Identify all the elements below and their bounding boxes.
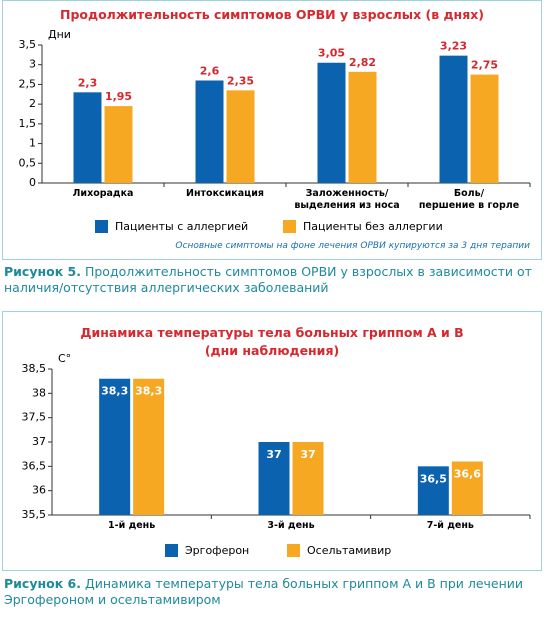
x-tick-label: 7-й день <box>426 520 474 531</box>
bar <box>73 92 102 183</box>
x-tick-label: Боль/ першение в горле <box>418 188 520 211</box>
y-tick-label: 0 <box>29 176 36 189</box>
caption-label: Рисунок 5. <box>4 264 81 279</box>
y-tick-label: 37 <box>32 435 46 448</box>
data-label: 2,75 <box>471 59 498 72</box>
bar <box>451 461 483 515</box>
caption-text: Динамика температуры тела больных гриппо… <box>4 576 524 607</box>
x-tick-label: Заложенность/ выделения из носа <box>294 188 400 211</box>
y-tick-label: 1,5 <box>19 117 37 130</box>
data-label: 38,3 <box>101 385 128 398</box>
y-tick-label: 0,5 <box>19 156 37 169</box>
data-label: 2,35 <box>227 74 254 87</box>
y-tick-label: 38,5 <box>22 362 47 375</box>
data-label: 37 <box>266 448 281 461</box>
y-tick-label: 37,5 <box>22 411 47 424</box>
bar <box>348 71 377 183</box>
data-label: 3,23 <box>440 40 467 53</box>
bar <box>104 106 133 183</box>
legend-swatch <box>287 544 300 557</box>
figure-caption: Рисунок 5. Продолжительность симптомов О… <box>4 264 540 296</box>
data-label: 37 <box>300 448 315 461</box>
y-tick-label: 38 <box>32 386 46 399</box>
y-axis-label: С° <box>58 352 71 365</box>
data-label: 38,3 <box>135 385 162 398</box>
bar <box>195 80 224 183</box>
data-label: 3,05 <box>318 47 345 60</box>
legend-swatch <box>95 220 108 233</box>
y-tick-label: 35,5 <box>22 508 47 521</box>
data-label: 2,3 <box>78 76 98 89</box>
bar <box>133 378 165 515</box>
bar <box>99 378 131 515</box>
data-label: 1,95 <box>105 90 132 103</box>
chart-title: Продолжительность симптомов ОРВИ у взрос… <box>60 7 484 22</box>
data-label: 2,6 <box>200 64 220 77</box>
x-tick-label: Интоксикация <box>186 188 264 199</box>
legend-swatch <box>165 544 178 557</box>
bar <box>317 62 346 183</box>
chart-frame <box>2 311 542 571</box>
caption-label: Рисунок 6. <box>4 576 81 591</box>
y-tick-label: 2 <box>29 97 36 110</box>
bar <box>226 90 255 183</box>
data-label: 36,6 <box>454 467 481 480</box>
x-tick-label: 1-й день <box>108 520 156 531</box>
y-tick-label: 3 <box>29 58 36 71</box>
bar <box>439 55 468 183</box>
y-axis-label: Дни <box>48 28 71 41</box>
y-tick-label: 36 <box>32 484 46 497</box>
x-tick-label: Лихорадка <box>72 188 134 199</box>
y-tick-label: 1 <box>29 137 36 150</box>
data-label: 36,5 <box>420 472 447 485</box>
legend-label: Пациенты без аллергии <box>303 220 443 233</box>
data-label: 2,82 <box>349 56 376 69</box>
legend-label: Эргоферон <box>185 544 249 557</box>
figure-caption: Рисунок 6. Динамика температуры тела бол… <box>4 576 540 608</box>
x-tick-label: 3-й день <box>267 520 315 531</box>
bar <box>417 466 449 515</box>
legend-swatch <box>283 220 296 233</box>
legend-label: Осельтамивир <box>307 544 391 557</box>
y-tick-label: 2,5 <box>19 77 37 90</box>
caption-text: Продолжительность симптомов ОРВИ у взрос… <box>4 264 532 295</box>
bar <box>258 442 290 515</box>
bar <box>470 74 499 183</box>
y-tick-label: 36,5 <box>22 459 47 472</box>
bar <box>292 442 324 515</box>
chart-title: Динамика температуры тела больных гриппо… <box>80 325 464 358</box>
chart-note: Основные симптомы на фоне лечения ОРВИ к… <box>175 241 530 251</box>
y-tick-label: 3,5 <box>19 38 37 51</box>
legend-label: Пациенты с аллергией <box>115 220 248 233</box>
